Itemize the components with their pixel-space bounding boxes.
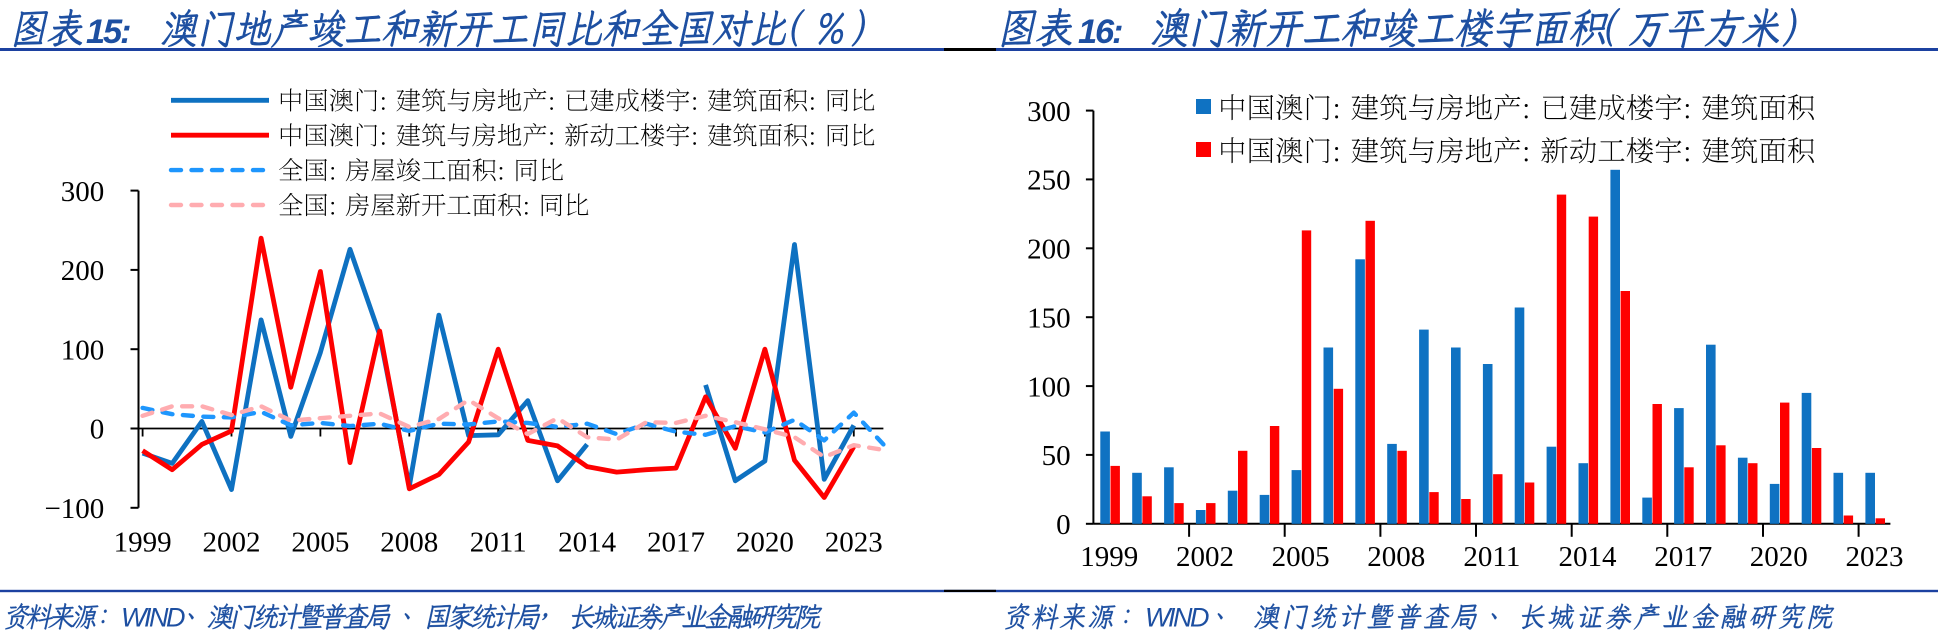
svg-text:100: 100 xyxy=(1027,371,1071,403)
svg-text:WIND: WIND xyxy=(1145,603,1209,633)
svg-text:200: 200 xyxy=(61,255,105,287)
svg-text:0: 0 xyxy=(90,414,105,446)
svg-text:2008: 2008 xyxy=(380,526,438,558)
svg-text:2023: 2023 xyxy=(1846,541,1904,573)
svg-text:2020: 2020 xyxy=(736,526,794,558)
svg-text:2008: 2008 xyxy=(1367,541,1425,573)
svg-text:0: 0 xyxy=(1056,509,1071,541)
svg-text:16:: 16: xyxy=(1078,13,1122,51)
svg-text:2017: 2017 xyxy=(647,526,705,558)
svg-text:15:: 15: xyxy=(86,13,130,51)
svg-text:2002: 2002 xyxy=(203,526,261,558)
svg-text:1999: 1999 xyxy=(1080,541,1138,573)
svg-text:2002: 2002 xyxy=(1176,541,1234,573)
svg-text:2011: 2011 xyxy=(1463,541,1520,573)
svg-text:2011: 2011 xyxy=(470,526,527,558)
svg-text:2014: 2014 xyxy=(1559,541,1618,573)
svg-text:200: 200 xyxy=(1027,234,1071,266)
svg-text:−100: −100 xyxy=(44,493,104,525)
svg-text:100: 100 xyxy=(61,334,105,366)
svg-text:2020: 2020 xyxy=(1750,541,1808,573)
svg-text:250: 250 xyxy=(1027,165,1071,197)
svg-text:2014: 2014 xyxy=(558,526,617,558)
svg-text:2005: 2005 xyxy=(291,526,349,558)
svg-text:300: 300 xyxy=(1027,96,1071,128)
svg-text:150: 150 xyxy=(1027,302,1071,334)
svg-text:2017: 2017 xyxy=(1654,541,1712,573)
svg-text:WIND: WIND xyxy=(121,603,185,633)
svg-text:300: 300 xyxy=(61,176,105,208)
svg-text:2023: 2023 xyxy=(825,526,883,558)
svg-text:1999: 1999 xyxy=(114,526,172,558)
svg-text:50: 50 xyxy=(1042,440,1071,472)
svg-text:2005: 2005 xyxy=(1272,541,1330,573)
